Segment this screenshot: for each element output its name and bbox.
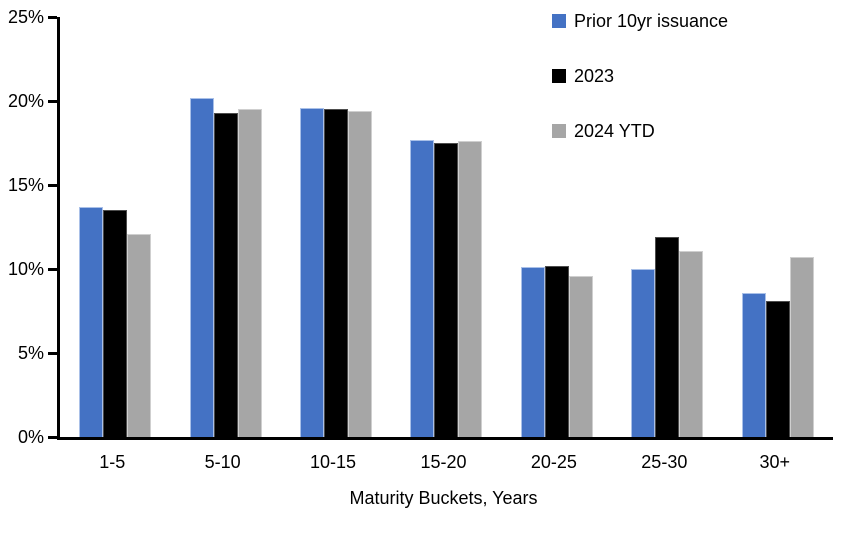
bar-2023-30+ <box>765 300 790 437</box>
y-tick-label: 5% <box>17 343 44 363</box>
x-axis-labels: 1-5 5-10 10-15 15-20 20-25 25-30 30+ <box>57 452 830 472</box>
bar-prior-10yr-issuance-10-15 <box>300 107 325 437</box>
x-tick-label: 10-15 <box>310 452 357 472</box>
bar-prior-10yr-issuance-20-25 <box>520 267 545 437</box>
bar-2024-ytd-5-10 <box>237 109 262 437</box>
bar-group-20-25 <box>502 17 612 437</box>
y-tick-label: 25% <box>7 7 44 27</box>
y-tick-mark <box>48 99 57 103</box>
x-tick-label: 1-5 <box>99 452 126 472</box>
bar-prior-10yr-issuance-15-20 <box>410 139 435 437</box>
bar-2023-20-25 <box>544 265 569 437</box>
bar-2024-ytd-20-25 <box>568 275 593 437</box>
bar-2024-ytd-10-15 <box>348 111 373 437</box>
bar-group-5-10 <box>170 17 280 437</box>
legend-entry: 2023 <box>552 66 728 86</box>
bar-2023-1-5 <box>103 210 128 437</box>
bar-2024-ytd-30+ <box>789 257 814 437</box>
legend: Prior 10yr issuance 2023 2024 YTD <box>552 11 728 176</box>
x-axis-title: Maturity Buckets, Years <box>349 488 538 508</box>
bar-group-25-30 <box>612 17 722 437</box>
legend-label: 2024 YTD <box>574 121 655 141</box>
x-tick-label: 15-20 <box>420 452 467 472</box>
bar-prior-10yr-issuance-30+ <box>741 292 766 437</box>
bar-group-30+ <box>723 17 833 437</box>
x-tick-label: 25-30 <box>641 452 688 472</box>
y-tick-label: 0% <box>17 427 44 447</box>
legend-swatch-icon <box>552 69 566 83</box>
x-tick-label: 20-25 <box>530 452 577 472</box>
bar-2023-5-10 <box>213 112 238 437</box>
bar-2023-15-20 <box>434 143 459 437</box>
y-tick-mark <box>48 183 57 187</box>
bar-prior-10yr-issuance-25-30 <box>631 269 656 437</box>
legend-label: Prior 10yr issuance <box>574 11 729 31</box>
legend-swatch-icon <box>552 124 566 138</box>
x-tick-label: 5-10 <box>204 452 241 472</box>
bar-prior-10yr-issuance-1-5 <box>79 206 104 437</box>
legend-swatch-icon <box>552 14 566 28</box>
bar-group-15-20 <box>391 17 501 437</box>
legend-entry: Prior 10yr issuance <box>552 11 728 31</box>
y-tick-label: 20% <box>7 91 44 111</box>
bar-2023-10-15 <box>324 109 349 437</box>
legend-entry: 2024 YTD <box>552 121 728 141</box>
y-tick-mark <box>48 435 57 439</box>
y-tick-mark <box>48 351 57 355</box>
bar-2024-ytd-1-5 <box>127 233 152 437</box>
y-tick-label: 10% <box>7 259 44 279</box>
y-tick-mark <box>48 15 57 19</box>
bar-2023-25-30 <box>655 237 680 437</box>
bar-group-10-15 <box>281 17 391 437</box>
bar-prior-10yr-issuance-5-10 <box>189 97 214 437</box>
y-tick-label: 15% <box>7 175 44 195</box>
x-tick-label: 30+ <box>759 452 791 472</box>
plot-area <box>57 17 833 440</box>
y-tick-mark <box>48 267 57 271</box>
bar-group-1-5 <box>60 17 170 437</box>
bar-2024-ytd-15-20 <box>458 141 483 437</box>
legend-label: 2023 <box>574 66 615 86</box>
bar-2024-ytd-25-30 <box>679 250 704 437</box>
